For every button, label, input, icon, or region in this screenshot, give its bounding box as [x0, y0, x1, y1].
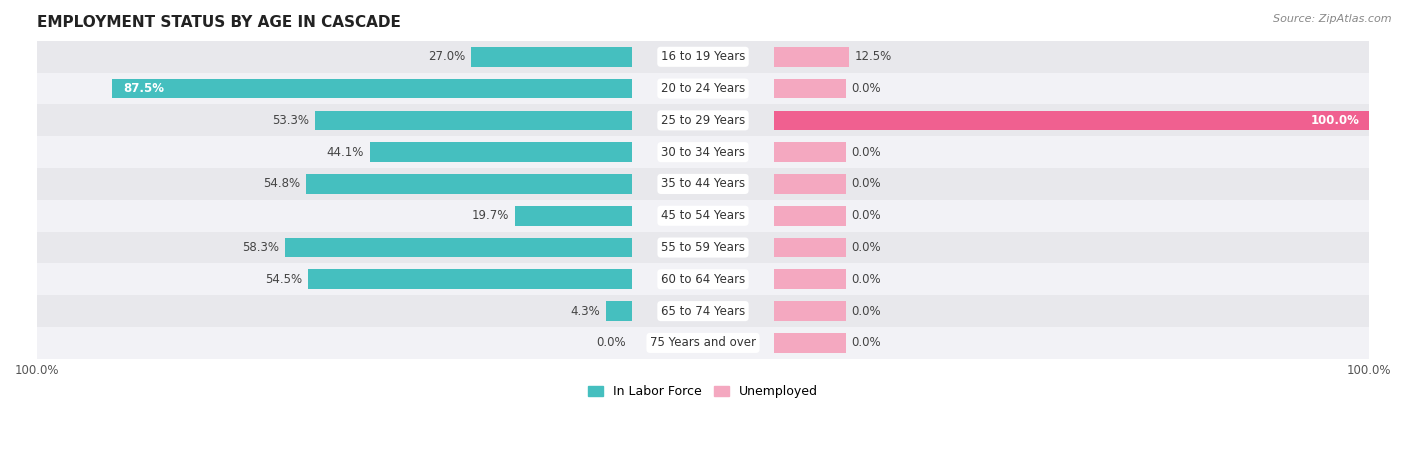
- Text: 19.7%: 19.7%: [471, 209, 509, 222]
- Text: 0.0%: 0.0%: [852, 337, 882, 349]
- Bar: [37, 200, 1369, 232]
- Text: 54.5%: 54.5%: [264, 273, 302, 286]
- Text: 54.8%: 54.8%: [263, 177, 299, 190]
- Bar: [775, 333, 845, 353]
- Text: 55 to 59 Years: 55 to 59 Years: [661, 241, 745, 254]
- Bar: [37, 232, 1369, 263]
- Text: 100.0%: 100.0%: [1310, 114, 1360, 127]
- Text: 0.0%: 0.0%: [852, 177, 882, 190]
- Text: 58.3%: 58.3%: [242, 241, 280, 254]
- Text: 0.0%: 0.0%: [852, 273, 882, 286]
- Bar: [315, 111, 631, 130]
- Bar: [775, 301, 845, 321]
- Text: 0.0%: 0.0%: [852, 241, 882, 254]
- Bar: [775, 47, 849, 67]
- Text: 65 to 74 Years: 65 to 74 Years: [661, 305, 745, 318]
- Text: 12.5%: 12.5%: [855, 50, 891, 63]
- Text: 16 to 19 Years: 16 to 19 Years: [661, 50, 745, 63]
- Bar: [775, 174, 845, 194]
- Bar: [37, 295, 1369, 327]
- Text: 25 to 29 Years: 25 to 29 Years: [661, 114, 745, 127]
- Text: 20 to 24 Years: 20 to 24 Years: [661, 82, 745, 95]
- Text: 0.0%: 0.0%: [852, 209, 882, 222]
- Text: EMPLOYMENT STATUS BY AGE IN CASCADE: EMPLOYMENT STATUS BY AGE IN CASCADE: [37, 15, 401, 30]
- Text: 53.3%: 53.3%: [271, 114, 309, 127]
- Text: 27.0%: 27.0%: [427, 50, 465, 63]
- Bar: [775, 142, 845, 162]
- Text: 4.3%: 4.3%: [571, 305, 600, 318]
- Bar: [471, 47, 631, 67]
- Text: 0.0%: 0.0%: [852, 146, 882, 159]
- Bar: [775, 238, 845, 257]
- Bar: [37, 41, 1369, 73]
- Bar: [370, 142, 631, 162]
- Text: 0.0%: 0.0%: [852, 82, 882, 95]
- Bar: [285, 238, 631, 257]
- Bar: [37, 263, 1369, 295]
- Text: 60 to 64 Years: 60 to 64 Years: [661, 273, 745, 286]
- Text: 44.1%: 44.1%: [326, 146, 364, 159]
- Text: Source: ZipAtlas.com: Source: ZipAtlas.com: [1274, 14, 1392, 23]
- Bar: [111, 79, 631, 99]
- Bar: [775, 111, 1369, 130]
- Text: 45 to 54 Years: 45 to 54 Years: [661, 209, 745, 222]
- Bar: [775, 206, 845, 225]
- Bar: [37, 168, 1369, 200]
- Text: 0.0%: 0.0%: [596, 337, 626, 349]
- Text: 75 Years and over: 75 Years and over: [650, 337, 756, 349]
- Bar: [37, 327, 1369, 359]
- Legend: In Labor Force, Unemployed: In Labor Force, Unemployed: [583, 380, 823, 404]
- Bar: [775, 270, 845, 289]
- Text: 87.5%: 87.5%: [124, 82, 165, 95]
- Text: 30 to 34 Years: 30 to 34 Years: [661, 146, 745, 159]
- Bar: [37, 104, 1369, 136]
- Bar: [515, 206, 631, 225]
- Bar: [308, 270, 631, 289]
- Bar: [775, 79, 845, 99]
- Bar: [606, 301, 631, 321]
- Text: 0.0%: 0.0%: [852, 305, 882, 318]
- Bar: [307, 174, 631, 194]
- Bar: [37, 73, 1369, 104]
- Bar: [37, 136, 1369, 168]
- Text: 35 to 44 Years: 35 to 44 Years: [661, 177, 745, 190]
